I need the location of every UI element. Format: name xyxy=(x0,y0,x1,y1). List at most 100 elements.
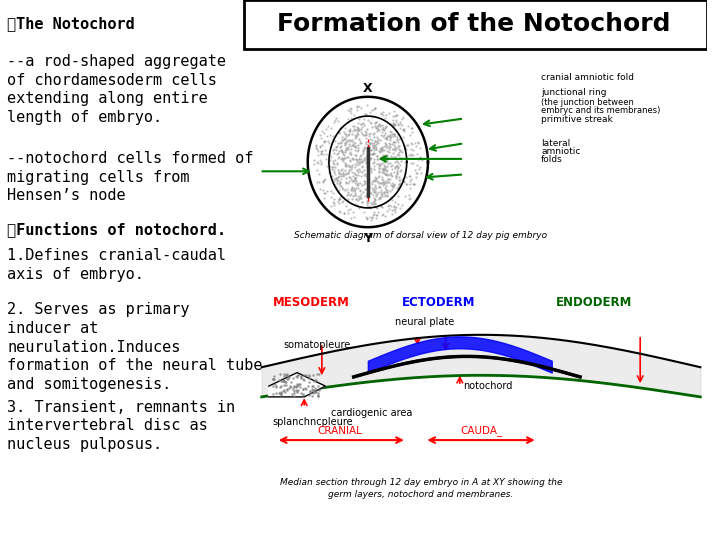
Point xyxy=(381,152,392,161)
Point xyxy=(380,133,392,142)
Point xyxy=(321,187,333,195)
Point xyxy=(385,180,397,189)
Point xyxy=(352,130,364,139)
Point xyxy=(336,136,347,144)
Point xyxy=(349,139,361,147)
Point xyxy=(351,131,363,139)
Point xyxy=(346,105,357,114)
Point xyxy=(354,193,365,202)
Point xyxy=(310,386,321,395)
Point xyxy=(354,151,366,160)
Point xyxy=(369,183,381,191)
Point xyxy=(338,150,349,158)
Point xyxy=(343,173,355,182)
Point xyxy=(338,154,349,163)
Point xyxy=(320,146,331,154)
Point xyxy=(343,172,355,181)
Point xyxy=(369,140,381,149)
Point xyxy=(358,187,369,196)
Point xyxy=(344,125,356,133)
Point xyxy=(329,116,341,125)
Point xyxy=(305,389,316,398)
Point xyxy=(278,370,289,379)
Point xyxy=(364,130,375,138)
Point xyxy=(338,170,350,179)
Point xyxy=(325,161,336,170)
Point xyxy=(365,134,377,143)
Point xyxy=(351,173,362,182)
Point xyxy=(312,382,324,390)
Point xyxy=(354,137,366,145)
Text: X: X xyxy=(363,82,373,94)
Point xyxy=(369,139,380,147)
Point xyxy=(370,143,382,152)
Point xyxy=(348,184,360,192)
Point xyxy=(363,178,374,187)
Point xyxy=(358,208,369,217)
Point xyxy=(312,391,323,400)
Point xyxy=(376,202,387,211)
Point xyxy=(342,190,354,198)
Point xyxy=(338,170,349,179)
Point xyxy=(362,198,374,206)
Point xyxy=(315,150,327,159)
Point xyxy=(391,169,402,178)
Point xyxy=(380,139,392,148)
Point xyxy=(287,390,298,399)
Point xyxy=(277,376,289,385)
Point xyxy=(359,127,371,136)
Point xyxy=(349,143,361,151)
Point xyxy=(312,166,323,174)
Point xyxy=(274,383,286,391)
Point xyxy=(390,118,401,126)
Point xyxy=(350,141,361,150)
Point xyxy=(332,149,343,158)
Point xyxy=(353,196,364,205)
Point xyxy=(338,135,349,144)
Point xyxy=(382,202,393,211)
Point xyxy=(411,150,423,159)
Point xyxy=(388,132,400,140)
Point xyxy=(353,191,364,200)
Point xyxy=(270,381,282,390)
Point xyxy=(360,128,372,137)
Point xyxy=(354,194,366,202)
Point xyxy=(338,208,349,217)
Point xyxy=(371,152,382,160)
Point xyxy=(382,174,393,183)
Point xyxy=(374,120,385,129)
Point xyxy=(372,190,383,199)
Point xyxy=(342,178,354,187)
Point xyxy=(366,146,377,154)
Point xyxy=(396,174,408,183)
Point xyxy=(308,156,320,164)
Point xyxy=(333,154,344,163)
Point xyxy=(364,154,376,163)
Point xyxy=(402,122,413,131)
Point xyxy=(346,163,358,171)
Point xyxy=(372,204,383,213)
Text: primitive streak: primitive streak xyxy=(541,116,613,124)
Point xyxy=(327,163,338,172)
Point xyxy=(384,138,395,147)
Point xyxy=(368,188,379,197)
Point xyxy=(328,168,340,177)
Point xyxy=(333,180,345,188)
Point xyxy=(369,119,381,128)
Point xyxy=(373,179,384,188)
Point xyxy=(356,197,367,206)
Point xyxy=(310,143,322,152)
Point xyxy=(354,125,365,133)
Point xyxy=(384,144,395,153)
Point xyxy=(379,165,390,173)
Text: folds: folds xyxy=(541,155,563,164)
Point xyxy=(395,166,407,174)
Point xyxy=(384,126,395,135)
Point xyxy=(384,136,395,145)
Point xyxy=(392,192,403,200)
Point xyxy=(387,196,398,205)
Point xyxy=(405,151,416,159)
Point xyxy=(343,166,355,174)
Point xyxy=(384,133,395,142)
Point xyxy=(412,169,423,178)
